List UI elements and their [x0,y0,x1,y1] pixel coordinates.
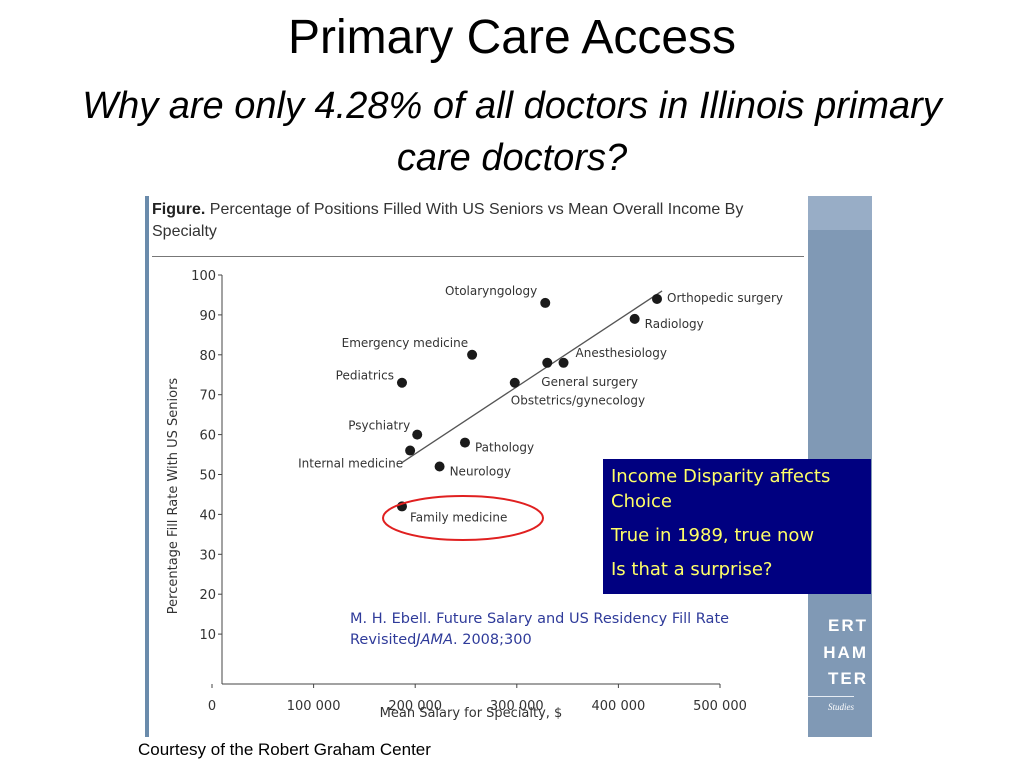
citation-year: . 2008;300 [453,632,532,648]
point-emergency-medicine [467,349,478,360]
y-tick-label: 30 [199,548,216,563]
slide-subtitle: Why are only 4.28% of all doctors in Ill… [82,85,942,179]
point-psychiatry [412,429,423,440]
citation-text: M. H. Ebell. Future Salary and US Reside… [350,611,730,648]
point-radiology [629,313,640,324]
callout-box: Income Disparity affects Choice True in … [603,459,871,594]
label-emergency-medicine: Emergency medicine [342,336,468,350]
callout-line-2: Choice [611,491,672,512]
x-tick-label: 500 000 [693,699,747,714]
callout-line-4: Is that a surprise? [611,559,773,580]
footer-credit: Courtesy of the Robert Graham Center [138,740,431,759]
x-tick-label: 0 [208,699,216,714]
y-tick-label: 20 [199,588,216,603]
label-psychiatry: Psychiatry [348,419,410,433]
label-orthopedic-surgery: Orthopedic surgery [667,291,783,305]
point-general-surgery [542,357,553,368]
chart-trend-layer [401,290,663,464]
brand-line-3: TER [828,669,868,688]
y-tick-label: 90 [199,309,216,324]
label-neurology: Neurology [450,465,511,479]
label-general-surgery: General surgery [541,375,638,389]
point-neurology [434,461,445,472]
family-medicine-highlight-ellipse [382,495,544,541]
y-tick-label: 70 [199,389,216,404]
x-axis-label: Mean Salary for Specialty, $ [380,706,563,721]
x-tick-label: 300 000 [490,699,544,714]
figure-label: Figure. [152,201,206,218]
figure-left-rule [145,196,149,737]
y-axis-label: Percentage Fill Rate With US Seniors [166,378,181,615]
label-anesthesiology: Anesthesiology [576,346,667,360]
label-radiology: Radiology [645,317,704,331]
label-internal-medicine: Internal medicine [298,457,403,471]
x-tick-label: 200 000 [388,699,442,714]
point-otolaryngology [540,297,551,308]
label-otolaryngology: Otolaryngology [445,284,537,298]
figure-caption-text: Percentage of Positions Filled With US S… [152,201,744,240]
citation-journal: JAMA [416,632,453,648]
brand-line-1: ERT [828,616,868,635]
y-tick-label: 60 [199,429,216,444]
label-pathology: Pathology [475,441,534,455]
callout-line-3: True in 1989, true now [611,525,815,546]
point-pathology [459,437,470,448]
brand-strip-top [808,196,872,230]
y-tick-label: 40 [199,508,216,523]
point-obstetrics-gynecology [509,377,520,388]
label-family-medicine: Family medicine [410,510,507,524]
label-pediatrics: Pediatrics [336,369,394,383]
x-tick-label: 400 000 [592,699,646,714]
point-anesthesiology [558,357,569,368]
label-obstetrics-gynecology: Obstetrics/gynecology [511,394,645,408]
brand-divider [808,696,854,697]
brand-tagline: Studies [828,702,854,712]
chart-axes: 10 20 30 40 50 60 70 80 90 100 0 100 000 200 000 300 … [191,269,747,714]
point-orthopedic-surgery [652,293,663,304]
y-tick-label: 50 [199,469,216,484]
slide-title: Primary Care Access [287,11,737,64]
chart-point-labels: Otolaryngology Orthopedic surgery Radiolog… [298,284,783,524]
figure-caption: Figure. Percentage of Positions Filled W… [152,199,802,243]
scatter-chart: 10 20 30 40 50 60 70 80 90 100 0 100 000 200 000 300 … [166,269,783,721]
x-tick-label: 100 000 [287,699,341,714]
citation: M. H. Ebell. Future Salary and US Reside… [350,609,760,651]
y-tick-label: 100 [191,269,216,284]
callout-line-1: Income Disparity affects [611,466,831,487]
y-tick-label: 80 [199,349,216,364]
caption-divider [152,256,804,257]
trend-line [401,290,663,464]
y-tick-label: 10 [199,628,216,643]
chart-points [396,293,663,512]
point-pediatrics [396,377,407,388]
point-internal-medicine [405,445,416,456]
brand-line-2: HAM [823,643,868,662]
